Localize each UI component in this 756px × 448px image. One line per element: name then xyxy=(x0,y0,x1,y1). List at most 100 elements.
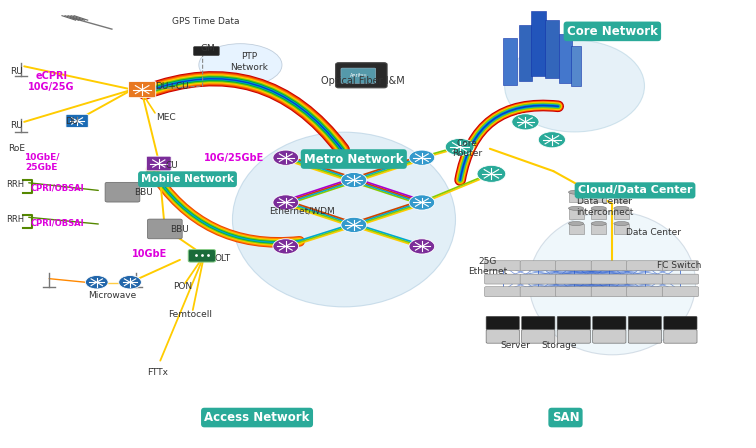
Circle shape xyxy=(538,132,565,148)
Text: RRH: RRH xyxy=(6,180,24,189)
FancyBboxPatch shape xyxy=(591,261,627,271)
FancyBboxPatch shape xyxy=(341,68,376,83)
FancyBboxPatch shape xyxy=(520,274,556,284)
Text: 25G
Ethernet: 25G Ethernet xyxy=(468,257,507,276)
FancyBboxPatch shape xyxy=(520,261,556,271)
FancyBboxPatch shape xyxy=(519,25,532,81)
Circle shape xyxy=(477,165,506,182)
Text: Femtocell: Femtocell xyxy=(169,310,212,319)
FancyBboxPatch shape xyxy=(545,20,559,78)
Text: CPRI/OBSAI: CPRI/OBSAI xyxy=(31,184,84,193)
Ellipse shape xyxy=(569,221,584,225)
FancyBboxPatch shape xyxy=(485,287,521,297)
Ellipse shape xyxy=(614,190,629,194)
FancyBboxPatch shape xyxy=(591,287,627,297)
Text: PON: PON xyxy=(173,282,193,291)
Text: 10G/25GbE: 10G/25GbE xyxy=(204,153,265,163)
FancyBboxPatch shape xyxy=(569,193,584,202)
FancyBboxPatch shape xyxy=(591,274,627,284)
FancyBboxPatch shape xyxy=(194,47,219,56)
FancyBboxPatch shape xyxy=(556,261,592,271)
FancyBboxPatch shape xyxy=(593,330,626,343)
FancyBboxPatch shape xyxy=(591,224,606,234)
Ellipse shape xyxy=(505,40,644,132)
FancyBboxPatch shape xyxy=(571,46,581,86)
Text: SAN: SAN xyxy=(552,411,579,424)
Text: Ethernet/WDM: Ethernet/WDM xyxy=(270,206,335,215)
FancyBboxPatch shape xyxy=(662,287,699,297)
Text: 10GbE: 10GbE xyxy=(132,250,167,259)
Circle shape xyxy=(409,150,435,165)
FancyBboxPatch shape xyxy=(614,224,629,234)
FancyBboxPatch shape xyxy=(486,330,519,343)
FancyBboxPatch shape xyxy=(664,330,697,343)
Text: RRH: RRH xyxy=(6,215,24,224)
Text: FTTx: FTTx xyxy=(147,368,168,377)
FancyBboxPatch shape xyxy=(486,316,519,330)
FancyBboxPatch shape xyxy=(557,330,590,343)
Text: DU+CU: DU+CU xyxy=(156,82,189,90)
Circle shape xyxy=(341,172,367,188)
Text: GM: GM xyxy=(200,44,215,53)
FancyBboxPatch shape xyxy=(66,114,88,128)
FancyBboxPatch shape xyxy=(147,219,182,239)
Circle shape xyxy=(512,114,539,130)
Circle shape xyxy=(85,276,108,289)
Text: Data Center: Data Center xyxy=(627,228,681,237)
FancyBboxPatch shape xyxy=(627,274,663,284)
Text: Storage: Storage xyxy=(542,341,577,350)
FancyBboxPatch shape xyxy=(627,287,663,297)
Ellipse shape xyxy=(591,190,606,194)
FancyBboxPatch shape xyxy=(556,287,592,297)
Text: Data Center
interconnect: Data Center interconnect xyxy=(576,197,634,217)
Text: RU: RU xyxy=(11,121,23,130)
FancyBboxPatch shape xyxy=(628,330,662,343)
Text: GPS Time Data: GPS Time Data xyxy=(172,17,240,26)
Ellipse shape xyxy=(614,206,629,211)
Circle shape xyxy=(119,276,141,289)
FancyBboxPatch shape xyxy=(531,11,546,76)
Text: BBU: BBU xyxy=(171,225,189,234)
FancyBboxPatch shape xyxy=(557,316,590,330)
Text: Core
Router: Core Router xyxy=(452,139,482,159)
FancyBboxPatch shape xyxy=(569,209,584,219)
Text: eCPRI
10G/25G: eCPRI 10G/25G xyxy=(28,71,75,92)
FancyBboxPatch shape xyxy=(593,316,626,330)
FancyBboxPatch shape xyxy=(628,316,662,330)
Circle shape xyxy=(273,150,299,165)
Text: Optical Fiber I&M: Optical Fiber I&M xyxy=(321,76,404,86)
Text: DU: DU xyxy=(65,117,79,126)
Circle shape xyxy=(409,195,435,210)
Ellipse shape xyxy=(591,221,606,225)
Text: FC Switch: FC Switch xyxy=(657,261,701,270)
Text: Anritsu: Anritsu xyxy=(349,73,367,78)
Text: Server: Server xyxy=(500,341,531,350)
Ellipse shape xyxy=(529,211,696,355)
Ellipse shape xyxy=(199,43,282,86)
Text: RoE: RoE xyxy=(8,144,25,153)
FancyBboxPatch shape xyxy=(522,330,555,343)
Text: CU: CU xyxy=(166,161,178,170)
FancyBboxPatch shape xyxy=(614,209,629,219)
FancyBboxPatch shape xyxy=(147,156,171,171)
Text: PTP
Network: PTP Network xyxy=(231,52,268,72)
Text: MEC: MEC xyxy=(156,113,176,122)
Text: 10GbE/
25GbE: 10GbE/ 25GbE xyxy=(24,152,59,172)
Text: Metro Network: Metro Network xyxy=(304,152,404,166)
FancyBboxPatch shape xyxy=(569,224,584,234)
Text: RU: RU xyxy=(11,67,23,76)
FancyBboxPatch shape xyxy=(556,274,592,284)
FancyBboxPatch shape xyxy=(627,261,663,271)
Ellipse shape xyxy=(233,132,455,307)
FancyBboxPatch shape xyxy=(485,274,521,284)
Text: Access Network: Access Network xyxy=(204,411,310,424)
Ellipse shape xyxy=(591,206,606,211)
FancyBboxPatch shape xyxy=(520,287,556,297)
Circle shape xyxy=(341,217,367,233)
FancyBboxPatch shape xyxy=(662,274,699,284)
Text: Core Network: Core Network xyxy=(567,25,658,38)
Circle shape xyxy=(273,195,299,210)
Text: Cloud/Data Center: Cloud/Data Center xyxy=(578,185,692,195)
FancyBboxPatch shape xyxy=(664,316,697,330)
Text: OLT: OLT xyxy=(215,254,231,263)
